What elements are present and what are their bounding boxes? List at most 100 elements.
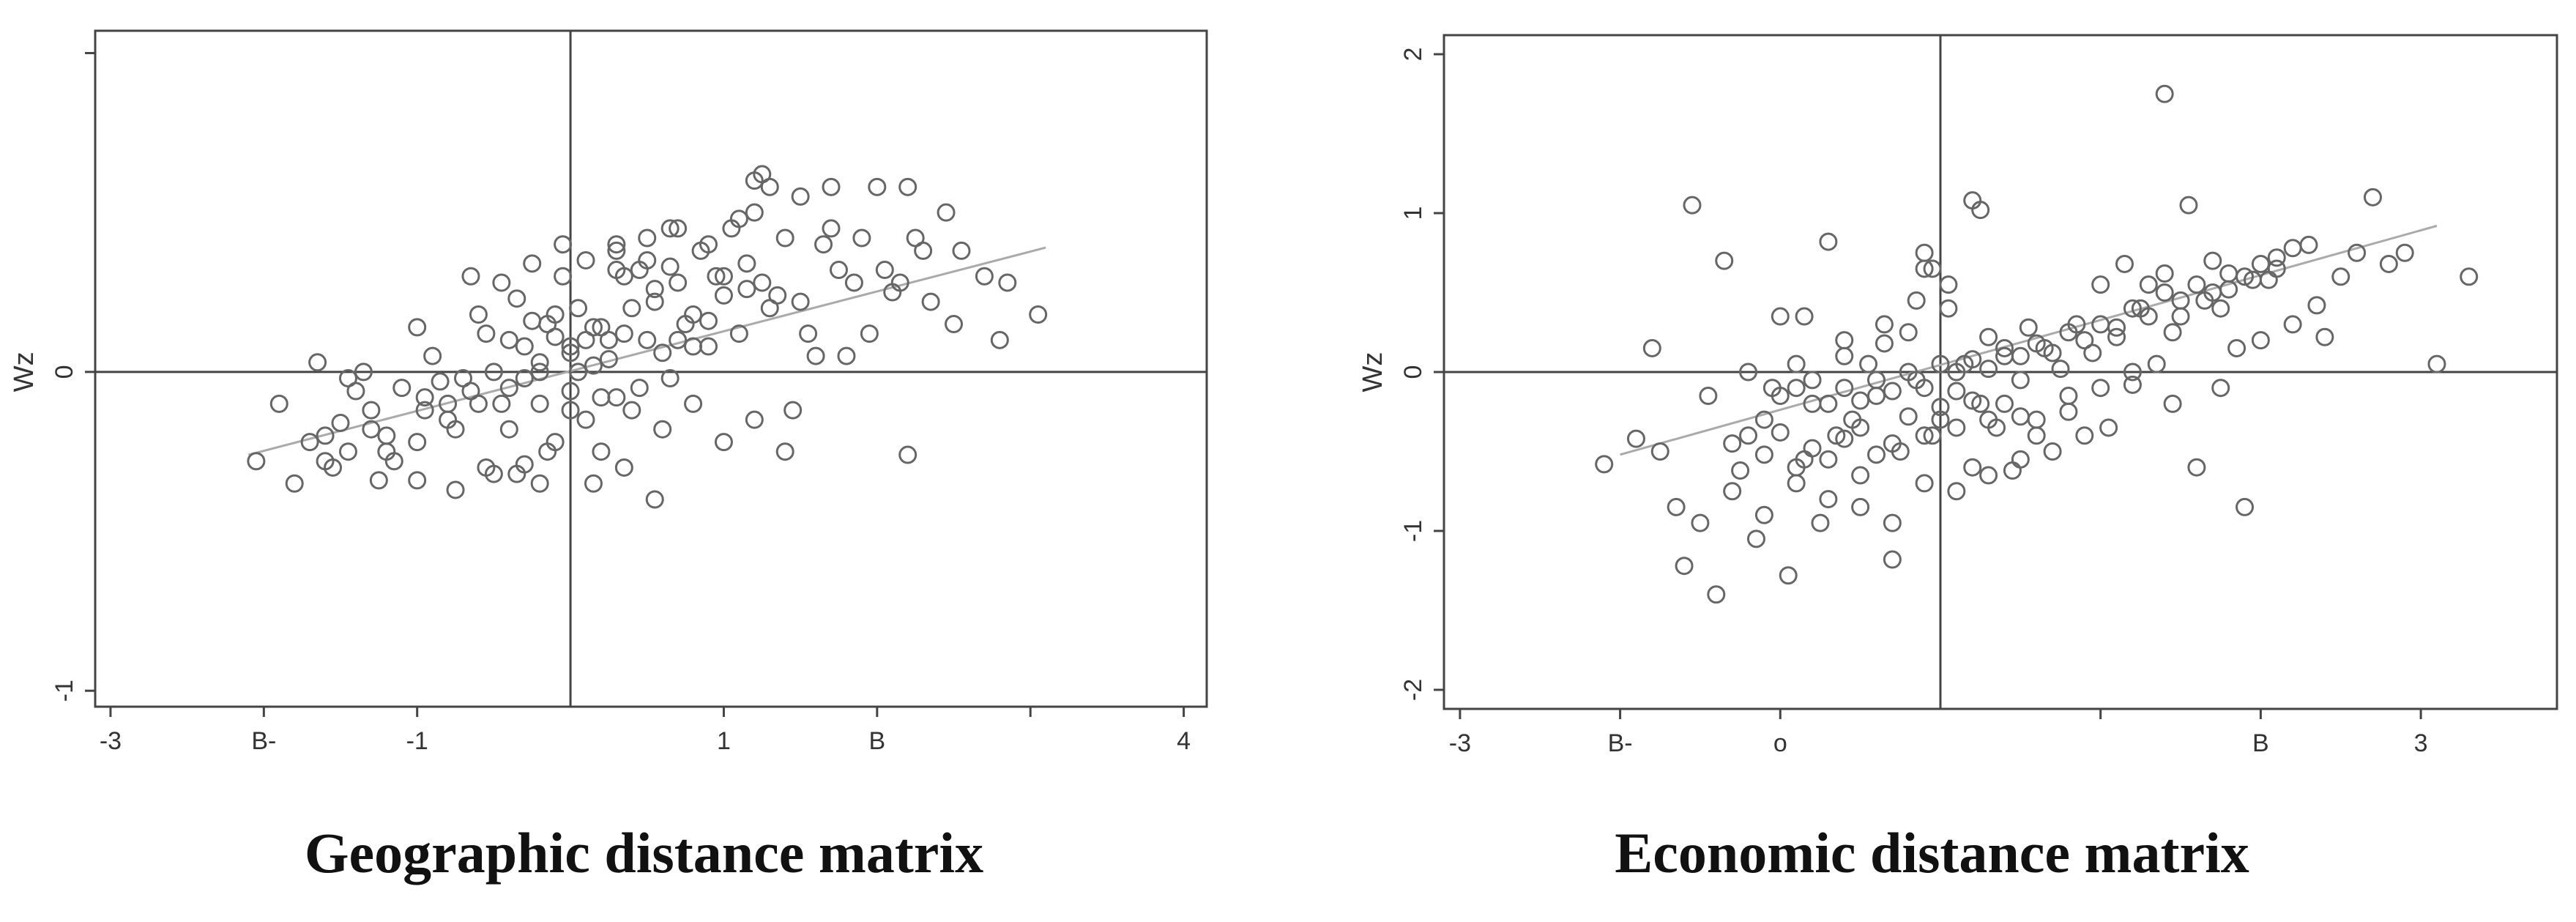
data-point: [783, 401, 803, 420]
data-point: [346, 382, 365, 401]
data-point: [2427, 354, 2446, 373]
data-point: [1947, 482, 1966, 501]
data-point: [775, 228, 794, 248]
data-point: [1859, 354, 1878, 373]
data-point: [2179, 196, 2198, 215]
data-point: [2395, 243, 2414, 262]
data-point: [753, 165, 772, 184]
data-point: [2139, 307, 2158, 326]
data-point: [1979, 360, 1998, 379]
data-point: [2155, 264, 2174, 283]
data-point: [1819, 394, 1838, 413]
data-point: [477, 324, 496, 343]
data-point: [2379, 254, 2398, 273]
economic-title: Economic distance matrix: [1615, 821, 2249, 885]
data-point: [890, 273, 909, 292]
data-point: [775, 442, 794, 461]
data-point: [1029, 305, 1048, 324]
data-point: [714, 433, 733, 452]
data-point: [707, 267, 726, 286]
x-tick-label: -3: [100, 727, 122, 755]
data-point: [1907, 291, 1926, 310]
data-point: [269, 394, 289, 413]
data-point: [2011, 371, 2030, 390]
data-point: [1746, 529, 1765, 549]
x-tick-label: B-: [251, 727, 276, 755]
data-point: [408, 433, 427, 452]
data-point: [844, 273, 863, 292]
data-point: [1835, 346, 1854, 365]
data-point: [569, 363, 588, 382]
data-point: [684, 305, 703, 324]
data-point: [2171, 307, 2190, 326]
data-point: [945, 315, 964, 334]
data-point: [2107, 327, 2126, 346]
data-point: [2307, 296, 2326, 315]
data-point: [645, 292, 664, 311]
data-point: [1723, 434, 1742, 453]
y-tick-label: -2: [1399, 679, 1427, 701]
data-point: [653, 343, 672, 363]
data-point: [699, 235, 718, 254]
data-point: [1715, 251, 1734, 270]
y-axis-label: Wz: [9, 352, 40, 392]
data-point: [1739, 363, 1758, 382]
data-point: [2083, 343, 2102, 363]
data-point: [247, 452, 266, 471]
data-point: [2227, 338, 2246, 357]
data-point: [860, 324, 879, 343]
data-point: [408, 318, 427, 337]
data-point: [2027, 426, 2046, 445]
data-point: [614, 267, 633, 286]
data-point: [1731, 461, 1750, 480]
data-point: [745, 203, 764, 222]
data-point: [875, 261, 894, 280]
data-point: [369, 471, 388, 490]
data-point: [1947, 382, 1966, 401]
data-point: [561, 337, 580, 356]
data-point: [316, 426, 335, 445]
data-point: [423, 346, 442, 365]
data-point: [546, 305, 565, 324]
data-point: [1683, 196, 1702, 215]
data-point: [1899, 323, 1918, 342]
data-point: [2011, 450, 2030, 469]
data-point: [561, 382, 580, 401]
data-point: [592, 388, 611, 407]
data-point: [1827, 426, 1846, 445]
x-tick-label: B-: [1608, 729, 1633, 757]
data-point: [2059, 402, 2078, 421]
data-point: [1795, 307, 1814, 326]
data-point: [1771, 387, 1790, 406]
data-point: [753, 273, 772, 292]
data-point: [607, 235, 626, 254]
data-point: [2163, 323, 2182, 342]
data-point: [408, 471, 427, 490]
data-point: [990, 330, 1009, 349]
data-point: [1835, 331, 1854, 350]
data-point: [729, 209, 748, 228]
data-point: [1915, 243, 1934, 262]
data-point: [2003, 461, 2022, 480]
data-point: [1803, 439, 1822, 458]
data-point: [324, 458, 343, 477]
x-tick-label: 3: [2414, 729, 2428, 757]
geographic-panel: -3 B- -1 1 B 4 0 -1 Wz Geographic distance matri…: [9, 29, 1208, 885]
data-point: [1939, 275, 1958, 294]
data-point: [599, 330, 618, 349]
data-point: [1787, 354, 1806, 373]
data-point: [638, 250, 657, 269]
x-tick-label: 4: [1177, 727, 1191, 755]
data-point: [2123, 299, 2142, 318]
economic-scatter-plot: -3 B-o B 3 2 1 0 -1 -2 Wz: [1358, 34, 2558, 757]
data-point: [737, 254, 756, 273]
data-point: [699, 311, 718, 330]
data-point: [1819, 232, 1838, 251]
data-point: [622, 401, 641, 420]
data-point: [2027, 334, 2046, 353]
data-point: [1883, 434, 1902, 453]
data-point: [1851, 466, 1870, 485]
data-point: [2099, 418, 2118, 437]
data-point: [653, 420, 672, 439]
data-point: [921, 292, 940, 311]
